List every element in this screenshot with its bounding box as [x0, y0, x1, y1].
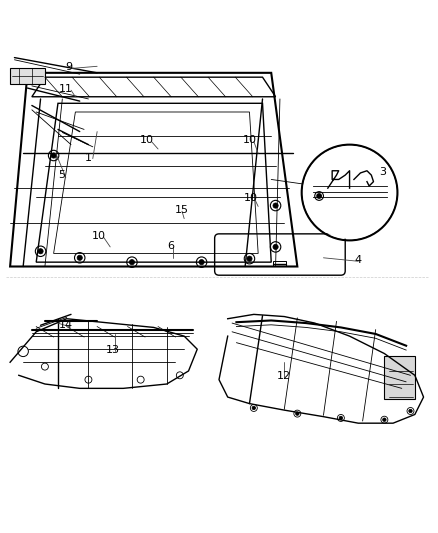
Circle shape [409, 409, 412, 413]
Text: 10: 10 [140, 135, 154, 146]
Circle shape [296, 412, 299, 415]
Bar [10, 68, 45, 84]
Circle shape [199, 260, 204, 265]
Text: 12: 12 [276, 371, 290, 381]
Circle shape [273, 244, 278, 249]
Circle shape [77, 255, 82, 261]
Text: 9: 9 [65, 62, 72, 72]
Text: 15: 15 [175, 205, 189, 215]
Circle shape [38, 249, 43, 254]
Text: 14: 14 [59, 320, 73, 330]
Text: 5: 5 [58, 170, 65, 180]
Circle shape [51, 153, 56, 158]
Circle shape [247, 256, 252, 261]
Text: 11: 11 [59, 84, 73, 94]
Text: 4: 4 [355, 255, 362, 265]
Text: 10: 10 [244, 193, 258, 203]
Circle shape [339, 416, 343, 419]
Circle shape [317, 194, 321, 198]
Circle shape [252, 406, 255, 410]
Text: 10: 10 [92, 231, 106, 241]
Text: 3: 3 [379, 167, 386, 176]
Text: 13: 13 [106, 345, 120, 355]
Circle shape [129, 260, 134, 265]
Text: 10: 10 [243, 135, 257, 146]
Bar [385, 356, 415, 399]
Text: 6: 6 [168, 240, 175, 251]
Text: 1: 1 [85, 152, 92, 163]
Bar [273, 261, 286, 265]
Circle shape [273, 203, 278, 208]
Circle shape [304, 147, 395, 238]
Circle shape [383, 418, 386, 422]
